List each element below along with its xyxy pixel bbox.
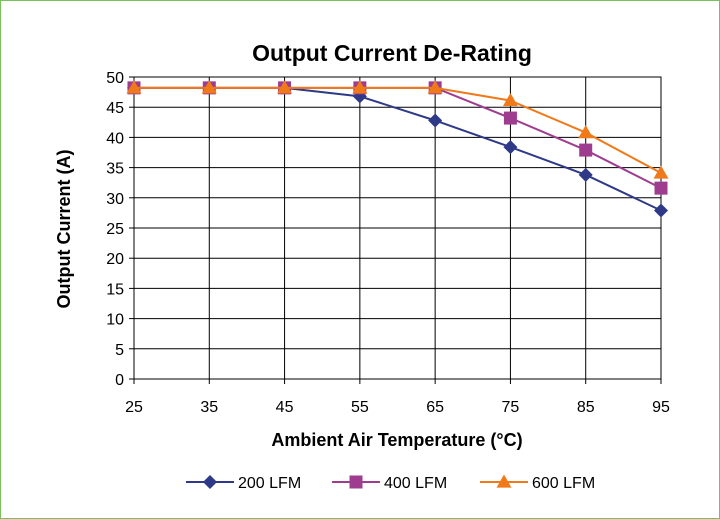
data-point [653, 165, 669, 179]
legend: 200 LFM 400 LFM 600 LFM [186, 474, 595, 492]
data-point [503, 140, 518, 155]
legend-label: 600 LFM [532, 475, 595, 492]
data-point [428, 113, 443, 128]
x-tick-label: 55 [351, 399, 369, 416]
y-tick-label: 10 [106, 312, 124, 329]
x-tick-label: 25 [125, 399, 143, 416]
y-axis-label: Output Current (A) [54, 150, 74, 309]
x-axis-ticks: 25 35 45 55 65 75 85 95 [125, 379, 670, 416]
y-tick-label: 0 [115, 372, 124, 389]
x-tick-label: 65 [426, 399, 444, 416]
data-point [126, 80, 142, 94]
data-point [427, 80, 443, 94]
legend-item: 400 LFM [332, 475, 447, 492]
x-tick-label: 95 [652, 399, 670, 416]
y-tick-label: 15 [106, 281, 124, 298]
data-point [578, 125, 594, 139]
data-point [277, 80, 293, 94]
legend-label: 400 LFM [384, 475, 447, 492]
x-tick-label: 75 [502, 399, 520, 416]
x-tick-label: 85 [577, 399, 595, 416]
data-point [654, 203, 668, 218]
data-point [578, 167, 593, 182]
legend-item: 600 LFM [480, 474, 595, 492]
grid [133, 76, 662, 380]
y-tick-label: 20 [106, 251, 124, 268]
legend-marker [203, 475, 217, 489]
y-tick-label: 50 [106, 70, 124, 87]
y-tick-label: 25 [106, 221, 124, 238]
data-point [201, 80, 217, 94]
series-line [134, 86, 662, 174]
data-point [503, 111, 517, 125]
data-point [352, 80, 368, 94]
chart-title: Output Current De-Rating [252, 40, 532, 66]
legend-marker [496, 474, 512, 488]
y-tick-label: 40 [106, 130, 124, 147]
legend-marker [349, 475, 363, 489]
data-point [579, 143, 593, 157]
series-layer [126, 80, 669, 218]
y-tick-label: 5 [115, 342, 124, 359]
legend-label: 200 LFM [238, 475, 301, 492]
y-tick-label: 35 [106, 161, 124, 178]
data-point [502, 93, 518, 107]
x-tick-label: 35 [200, 399, 218, 416]
legend-item: 200 LFM [186, 475, 301, 492]
data-point [654, 181, 668, 195]
y-axis-ticks: 0 5 10 15 20 25 30 35 40 45 50 [106, 70, 134, 389]
x-tick-label: 45 [276, 399, 294, 416]
y-tick-label: 30 [106, 191, 124, 208]
series-600-lfm [126, 80, 669, 179]
x-axis-label: Ambient Air Temperature (°C) [271, 430, 522, 450]
y-tick-label: 45 [106, 100, 124, 117]
